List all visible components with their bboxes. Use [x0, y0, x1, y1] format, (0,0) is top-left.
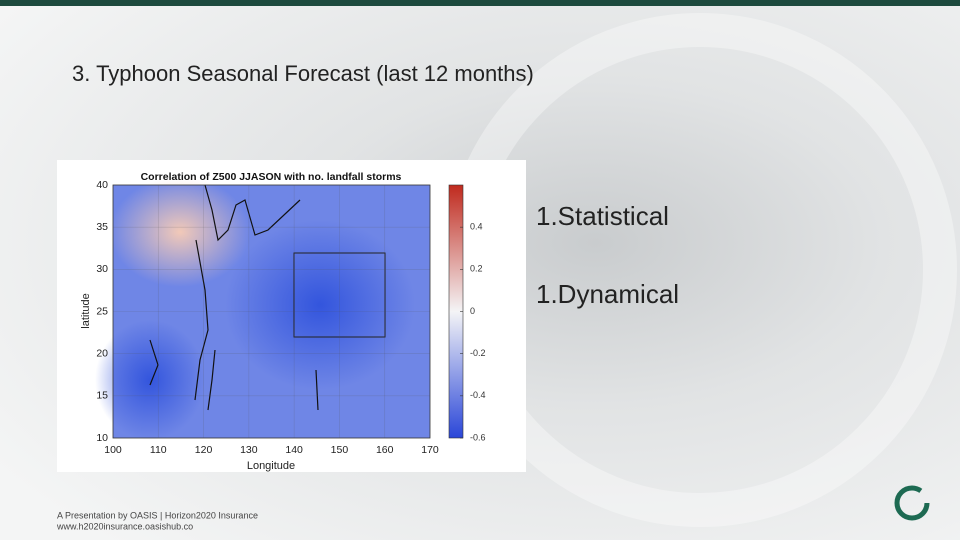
- region-box: [293, 252, 386, 338]
- y-tick-label: 25: [96, 305, 108, 317]
- plot-frame: [112, 184, 431, 439]
- heatmap-cold: [225, 220, 415, 390]
- slide-title: 3. Typhoon Seasonal Forecast (last 12 mo…: [72, 61, 534, 86]
- x-tick-label: 100: [104, 444, 122, 456]
- colorbar-tick-label: 0.4: [470, 222, 483, 232]
- x-tick-label: 110: [150, 444, 167, 456]
- colorbar-tick-label: 0.2: [470, 264, 483, 274]
- y-tick-label: 35: [96, 221, 108, 233]
- colorbar-tick-label: -0.6: [470, 432, 486, 442]
- colorbar-tick-label: -0.4: [470, 390, 486, 400]
- x-tick-label: 120: [195, 444, 213, 456]
- heatmap-cold: [95, 320, 205, 440]
- heatmap-warm: [110, 177, 250, 287]
- x-axis-label: Longitude: [247, 460, 295, 472]
- logo: [894, 485, 930, 521]
- footer-text: A Presentation by OASIS | Horizon2020 In…: [57, 510, 258, 520]
- figure: Correlation of Z500 JJASON with no. land…: [57, 160, 526, 472]
- y-tick-label: 40: [96, 179, 108, 191]
- y-tick-label: 20: [96, 347, 108, 359]
- x-tick-label: 130: [240, 444, 258, 456]
- x-tick-label: 170: [421, 444, 439, 456]
- bullet: 1.Dynamical: [536, 279, 679, 309]
- x-tick-label: 150: [331, 444, 349, 456]
- footer-url: www.h2020insurance.oasishub.co: [56, 521, 193, 531]
- colorbar-tick-label: 0: [470, 306, 475, 316]
- coastline: [149, 184, 319, 411]
- y-tick-label: 30: [96, 263, 108, 275]
- bullet: 1.Statistical: [536, 201, 669, 231]
- top-bar: [0, 0, 960, 6]
- y-tick-label: 10: [96, 432, 108, 444]
- x-tick-label: 160: [376, 444, 394, 456]
- x-tick-label: 140: [285, 444, 303, 456]
- colorbar-tick-label: -0.2: [470, 348, 486, 358]
- y-tick-label: 15: [96, 390, 108, 402]
- figure-title: Correlation of Z500 JJASON with no. land…: [141, 171, 402, 183]
- y-axis-label: latitude: [80, 293, 92, 328]
